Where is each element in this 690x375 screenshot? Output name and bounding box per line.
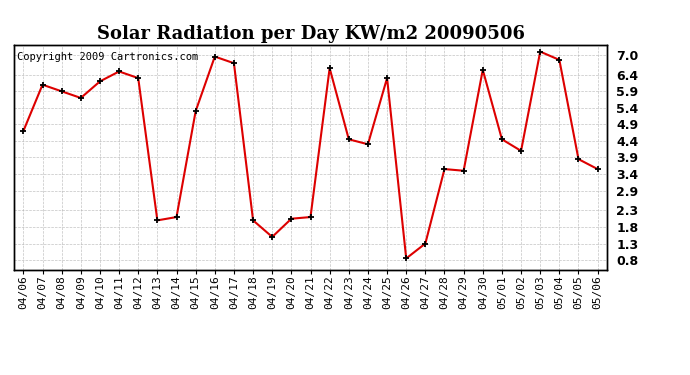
Text: Copyright 2009 Cartronics.com: Copyright 2009 Cartronics.com — [17, 52, 198, 62]
Title: Solar Radiation per Day KW/m2 20090506: Solar Radiation per Day KW/m2 20090506 — [97, 26, 524, 44]
